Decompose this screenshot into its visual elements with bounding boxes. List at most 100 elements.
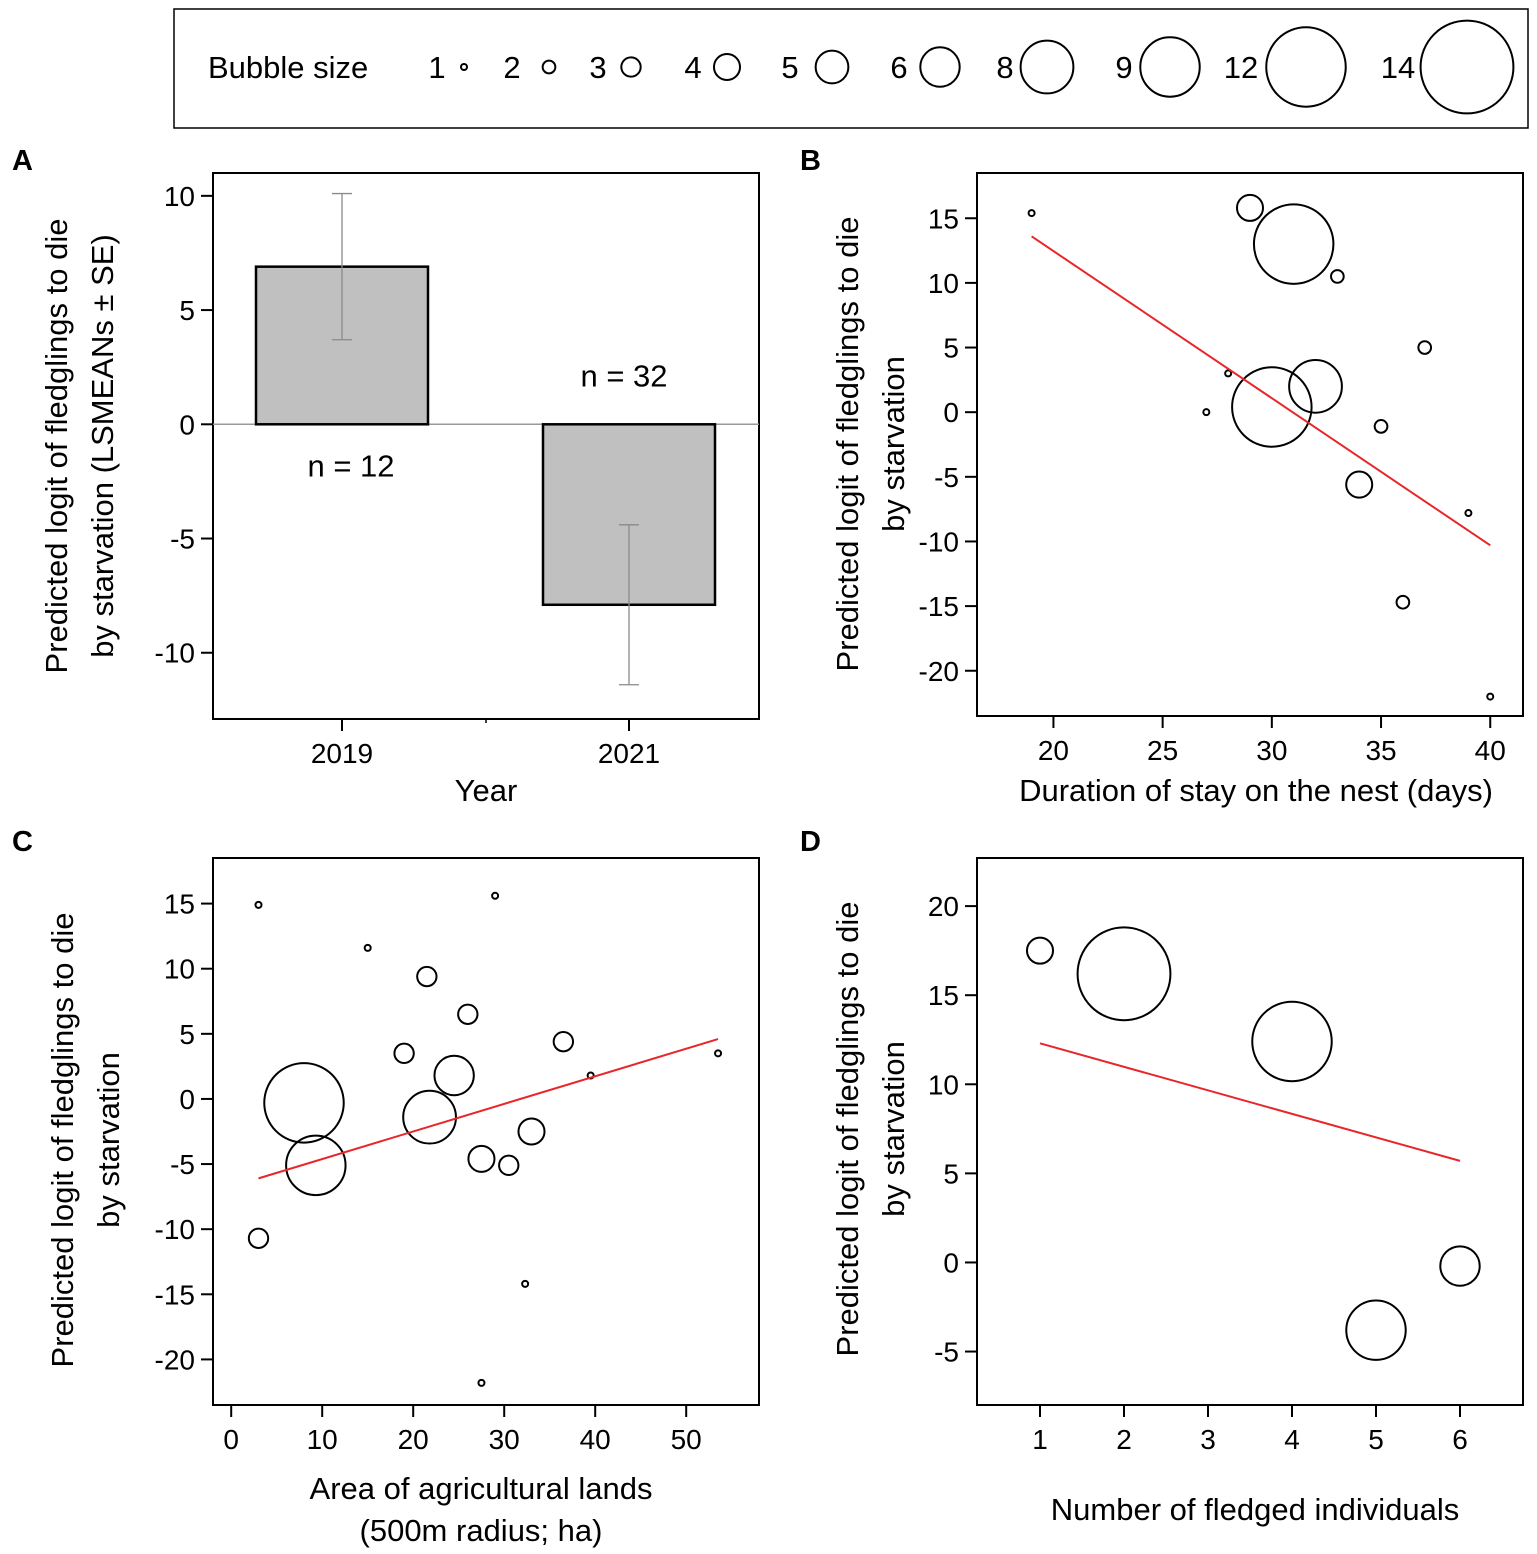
y-tick-label: -5 <box>934 1337 959 1368</box>
x-tick-label: 30 <box>1256 735 1287 766</box>
y-tick-label: 15 <box>164 889 195 920</box>
x-tick-label: 30 <box>489 1424 520 1455</box>
legend-size-label: 14 <box>1381 50 1415 85</box>
y-tick-label: -5 <box>170 1149 195 1180</box>
data-point <box>1345 1299 1407 1361</box>
x-tick-label: 5 <box>1368 1424 1384 1455</box>
y-tick-label: -20 <box>919 656 959 687</box>
x-tick-label: 25 <box>1147 735 1178 766</box>
legend-bubble <box>814 49 850 85</box>
panel-b-plot: 15 10 5 0 -5 -10 -15 -20 20 25 30 35 40 <box>919 193 1506 766</box>
panel-c-ylabel-line2: by starvation <box>91 1052 126 1228</box>
legend-bubble <box>1139 36 1201 98</box>
data-point <box>1330 269 1345 284</box>
legend-bubble <box>541 59 557 75</box>
panel-d-plot: 20 15 10 5 0 -5 1 2 3 4 5 6 <box>928 891 1481 1455</box>
fit-line <box>258 1038 719 1180</box>
data-point <box>1025 936 1055 965</box>
y-tick-label: 5 <box>943 333 959 364</box>
x-tick-label: 4 <box>1284 1424 1300 1455</box>
data-point <box>498 1154 520 1177</box>
y-tick-label: 15 <box>928 980 959 1011</box>
legend-bubble <box>1265 26 1347 108</box>
y-tick-label: 20 <box>928 891 959 922</box>
fit-line <box>1039 1042 1461 1162</box>
data-point <box>1345 470 1374 499</box>
sample-size-label: n = 12 <box>307 448 394 483</box>
data-point <box>263 1062 345 1144</box>
y-tick-label: 0 <box>179 1084 195 1115</box>
y-tick-label: 5 <box>179 1019 195 1050</box>
x-tick-label: 40 <box>1475 735 1506 766</box>
legend-bubble <box>1019 39 1075 95</box>
fit-line <box>1031 235 1491 547</box>
data-point <box>433 1054 475 1097</box>
data-point <box>467 1144 496 1173</box>
panel-a-ylabel-line2: by starvation (LSMEANs ± SE) <box>85 234 120 658</box>
panel-a: A 10 5 0 -5 -10 2019 n = 12 2021 n = 32 Year Pre… <box>12 145 760 808</box>
panel-a-label: A <box>12 145 33 177</box>
data-point <box>1224 369 1233 378</box>
legend-size-label: 8 <box>996 50 1013 85</box>
x-tick-label: 50 <box>671 1424 702 1455</box>
panel-d-xlabel: Number of fledged individuals <box>1051 1492 1459 1527</box>
data-point <box>1288 358 1343 414</box>
x-tick-label: 0 <box>223 1424 239 1455</box>
data-point <box>1464 509 1473 518</box>
data-point <box>1417 340 1433 355</box>
legend: Bubble size 1 2 3 4 5 6 8 9 12 14 <box>173 8 1529 129</box>
panel-d-frame <box>976 857 1524 1406</box>
panel-b: B 15 10 5 0 -5 -10 -15 -20 20 25 30 35 40 Duration o… <box>800 145 1524 808</box>
data-point <box>285 1134 347 1197</box>
panel-a-xlabel: Year <box>455 773 518 808</box>
legend-bubble <box>712 52 742 82</box>
data-point <box>1395 594 1411 610</box>
x-tick-label: 35 <box>1365 735 1396 766</box>
y-tick-label: 10 <box>164 181 195 212</box>
data-point <box>1251 1000 1333 1083</box>
data-point <box>477 1378 486 1387</box>
panel-d: D 20 15 10 5 0 -5 1 2 3 4 5 6 Number of fledged ind… <box>800 826 1524 1527</box>
legend-size-label: 5 <box>781 50 798 85</box>
y-tick-label: 10 <box>928 1069 959 1100</box>
y-tick-label: -10 <box>155 638 195 669</box>
data-point <box>714 1049 723 1058</box>
x-tick-label: 1 <box>1032 1424 1048 1455</box>
y-tick-label: -10 <box>155 1214 195 1245</box>
data-point <box>1076 926 1172 1022</box>
legend-bubble <box>620 56 642 78</box>
y-tick-label: -5 <box>934 462 959 493</box>
data-point <box>517 1117 546 1146</box>
legend-items: 1 2 3 4 5 6 8 9 12 14 <box>428 19 1515 115</box>
panel-b-ylabel-line2: by starvation <box>876 356 911 532</box>
data-point <box>247 1227 270 1249</box>
y-tick-label: 15 <box>928 203 959 234</box>
legend-bubble <box>1419 19 1515 115</box>
data-point <box>1231 366 1313 448</box>
sample-size-label: n = 32 <box>580 358 667 393</box>
y-tick-label: 5 <box>179 295 195 326</box>
data-point <box>1486 692 1495 701</box>
data-point <box>363 943 372 952</box>
legend-size-label: 3 <box>589 50 606 85</box>
x-tick-label: 20 <box>1038 735 1069 766</box>
y-tick-label: 5 <box>943 1158 959 1189</box>
panel-a-ylabel-line1: Predicted logit of fledglings to die <box>39 219 74 674</box>
panel-c-ylabel-line1: Predicted logit of fledglings to die <box>45 913 80 1368</box>
y-tick-label: 0 <box>943 1247 959 1278</box>
panel-c-label: C <box>12 826 33 858</box>
y-tick-label: 10 <box>164 954 195 985</box>
legend-title: Bubble size <box>208 50 368 85</box>
panel-b-ylabel-line1: Predicted logit of fledglings to die <box>830 217 865 672</box>
panel-d-ylabel-line1: Predicted logit of fledglings to die <box>830 902 865 1357</box>
data-point <box>393 1042 415 1065</box>
legend-size-label: 4 <box>684 50 701 85</box>
legend-frame <box>173 8 1529 129</box>
panel-d-label: D <box>800 826 821 858</box>
y-tick-label: -15 <box>155 1279 195 1310</box>
panel-c-xlabel-line1: Area of agricultural lands <box>310 1471 653 1506</box>
legend-size-label: 12 <box>1224 50 1258 85</box>
x-tick-label: 3 <box>1200 1424 1216 1455</box>
